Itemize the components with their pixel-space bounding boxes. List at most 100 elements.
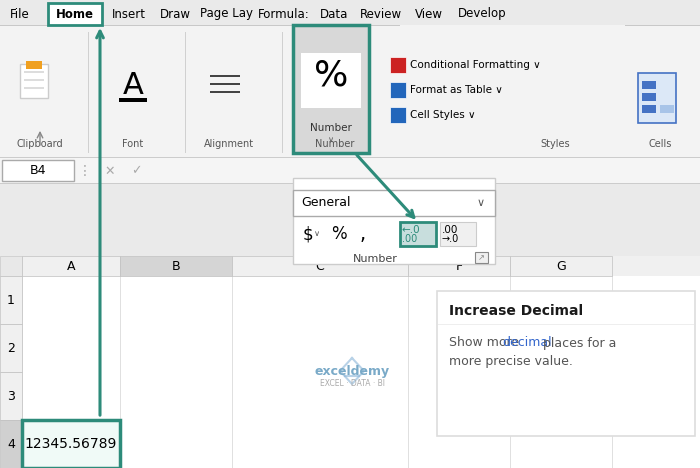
Bar xyxy=(408,256,510,276)
Text: F: F xyxy=(456,259,463,272)
Bar xyxy=(20,64,48,98)
Bar xyxy=(0,324,22,372)
Text: Draw: Draw xyxy=(160,7,191,21)
Text: Page Lay: Page Lay xyxy=(200,7,253,21)
Bar xyxy=(24,87,44,89)
Text: .00: .00 xyxy=(402,234,417,244)
Bar xyxy=(0,276,22,324)
Text: ↗: ↗ xyxy=(477,254,484,263)
Text: File: File xyxy=(10,7,29,21)
Bar xyxy=(293,25,369,153)
Bar xyxy=(0,256,700,276)
Text: ∨: ∨ xyxy=(477,198,485,208)
Text: more precise value.: more precise value. xyxy=(449,354,573,367)
Text: Show more: Show more xyxy=(449,336,523,350)
Text: .00: .00 xyxy=(442,225,458,234)
Text: Styles: Styles xyxy=(540,139,570,149)
Bar xyxy=(638,73,676,123)
Text: ✕: ✕ xyxy=(105,164,116,177)
Text: Home: Home xyxy=(56,7,94,21)
Text: Increase Decimal: Increase Decimal xyxy=(449,304,583,318)
Bar xyxy=(0,420,22,468)
Bar xyxy=(24,71,44,73)
Bar xyxy=(510,256,612,276)
Bar xyxy=(438,324,694,325)
Text: 1: 1 xyxy=(7,293,15,307)
Bar xyxy=(0,372,22,420)
Text: Format as Table ∨: Format as Table ∨ xyxy=(410,85,503,95)
Bar xyxy=(0,323,700,324)
Text: Cell Styles ∨: Cell Styles ∨ xyxy=(410,110,475,120)
Bar xyxy=(642,105,656,113)
Bar xyxy=(88,32,89,153)
Bar xyxy=(301,53,361,108)
Bar xyxy=(26,61,42,69)
Text: Conditional Formatting ∨: Conditional Formatting ∨ xyxy=(410,60,540,70)
Text: A: A xyxy=(122,71,144,100)
Bar xyxy=(48,3,102,25)
Text: B: B xyxy=(172,259,181,272)
Text: B4: B4 xyxy=(29,164,46,177)
Bar xyxy=(2,160,74,181)
Bar xyxy=(0,158,700,183)
Bar xyxy=(0,276,700,468)
Text: Review: Review xyxy=(360,7,402,21)
Text: Data: Data xyxy=(320,7,349,21)
Text: ⋮: ⋮ xyxy=(78,164,92,178)
Bar xyxy=(660,105,674,113)
Bar xyxy=(400,222,436,246)
Text: Alignment: Alignment xyxy=(204,139,254,149)
Bar xyxy=(210,74,240,77)
Text: A: A xyxy=(66,259,76,272)
Bar xyxy=(0,183,700,184)
Bar xyxy=(22,256,120,276)
Text: places for a: places for a xyxy=(539,336,617,350)
Bar xyxy=(0,256,22,276)
Bar xyxy=(0,157,700,158)
Text: Formula:: Formula: xyxy=(258,7,309,21)
Text: Clipboard: Clipboard xyxy=(17,139,63,149)
Text: ∨: ∨ xyxy=(314,229,320,239)
Bar xyxy=(437,291,695,436)
Bar xyxy=(210,82,240,85)
Text: C: C xyxy=(316,259,324,272)
Text: exceldemy: exceldemy xyxy=(314,366,390,379)
Bar xyxy=(120,256,232,276)
Bar xyxy=(232,256,408,276)
Text: Develop: Develop xyxy=(458,7,507,21)
Bar xyxy=(390,82,406,98)
Bar xyxy=(293,178,495,264)
Text: %: % xyxy=(314,59,348,93)
Text: Number: Number xyxy=(315,139,355,149)
Text: ✓: ✓ xyxy=(131,164,141,177)
Text: %: % xyxy=(331,225,346,243)
Bar xyxy=(0,0,700,25)
Bar xyxy=(119,98,147,102)
Text: $: $ xyxy=(303,225,314,243)
Text: →.0: →.0 xyxy=(442,234,459,244)
Text: View: View xyxy=(415,7,443,21)
Text: 12345.56789: 12345.56789 xyxy=(25,437,117,451)
Bar xyxy=(185,32,186,153)
Text: Number: Number xyxy=(310,123,352,133)
Bar xyxy=(282,32,283,153)
Text: 3: 3 xyxy=(7,389,15,402)
Text: General: General xyxy=(301,197,351,210)
Bar xyxy=(475,252,488,263)
Text: Cells: Cells xyxy=(648,139,672,149)
Text: Font: Font xyxy=(122,139,144,149)
Bar xyxy=(390,57,406,73)
Text: G: G xyxy=(556,259,566,272)
Bar xyxy=(293,190,495,216)
Text: ,: , xyxy=(360,225,366,243)
Bar xyxy=(642,93,656,101)
Bar xyxy=(400,25,625,158)
Bar xyxy=(390,107,406,123)
Text: decimal: decimal xyxy=(502,336,552,350)
Bar xyxy=(642,81,656,89)
Text: Number: Number xyxy=(353,254,398,264)
Text: Insert: Insert xyxy=(112,7,146,21)
Bar xyxy=(0,25,700,158)
Text: ←.0: ←.0 xyxy=(402,225,421,234)
Text: EXCEL · DATA · BI: EXCEL · DATA · BI xyxy=(319,379,384,388)
